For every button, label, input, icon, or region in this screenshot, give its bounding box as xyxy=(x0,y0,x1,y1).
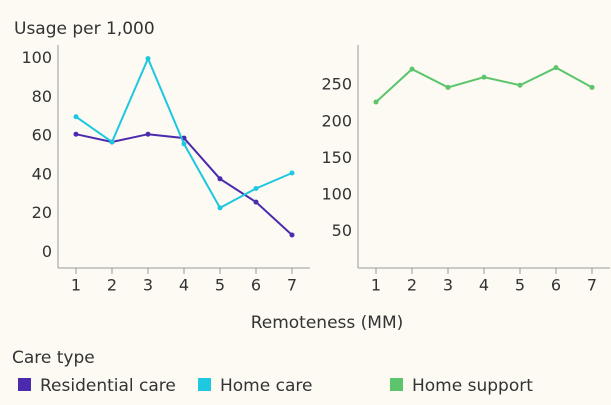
x-tick-label: 6 xyxy=(251,276,261,295)
point xyxy=(217,205,223,211)
line xyxy=(75,133,293,236)
point xyxy=(289,170,295,176)
y-tick-label: 60 xyxy=(32,126,52,145)
x-tick-label: 1 xyxy=(371,276,381,295)
x-tick-label: 7 xyxy=(587,276,597,295)
x-tick-label: 4 xyxy=(179,276,189,295)
line xyxy=(375,66,593,103)
point xyxy=(589,84,595,90)
point xyxy=(445,84,451,90)
x-tick-label: 2 xyxy=(107,276,117,295)
x-tick-label: 2 xyxy=(407,276,417,295)
point xyxy=(253,185,259,191)
legend-swatch xyxy=(390,378,403,391)
x-tick-label: 3 xyxy=(143,276,153,295)
y-tick-label: 80 xyxy=(32,87,52,106)
x-tick-label: 3 xyxy=(443,276,453,295)
point xyxy=(553,65,559,71)
point xyxy=(517,82,523,88)
legend-swatch xyxy=(198,378,211,391)
point xyxy=(145,131,151,137)
y-tick-label: 20 xyxy=(32,203,52,222)
x-tick-label: 5 xyxy=(215,276,225,295)
point xyxy=(109,139,115,145)
y-tick-label: 50 xyxy=(332,221,352,240)
x-tick-label: 6 xyxy=(551,276,561,295)
point xyxy=(481,74,487,80)
legend-label: Residential care xyxy=(40,376,176,396)
point xyxy=(73,114,79,120)
point xyxy=(181,141,187,147)
chart-title: Usage per 1,000 xyxy=(14,19,155,39)
x-tick-label: 5 xyxy=(515,276,525,295)
legend-label: Home support xyxy=(412,376,533,396)
point xyxy=(217,176,223,182)
point xyxy=(253,199,259,205)
line xyxy=(75,56,293,210)
point xyxy=(289,232,295,238)
legend-title: Care type xyxy=(12,348,95,368)
point xyxy=(409,66,415,72)
point xyxy=(373,99,379,105)
legend-swatch xyxy=(18,378,31,391)
x-tick-label: 7 xyxy=(287,276,297,295)
y-tick-label: 250 xyxy=(321,75,352,94)
y-tick-label: 40 xyxy=(32,164,52,183)
point xyxy=(145,56,151,62)
y-tick-label: 150 xyxy=(321,148,352,167)
y-tick-label: 0 xyxy=(42,242,52,261)
x-tick-label: 4 xyxy=(479,276,489,295)
x-tick-label: 1 xyxy=(71,276,81,295)
x-axis-label: Remoteness (MM) xyxy=(251,313,404,333)
legend-label: Home care xyxy=(220,376,312,396)
y-tick-label: 100 xyxy=(21,48,52,67)
y-tick-label: 100 xyxy=(321,184,352,203)
point xyxy=(73,131,79,137)
y-tick-label: 200 xyxy=(321,111,352,130)
